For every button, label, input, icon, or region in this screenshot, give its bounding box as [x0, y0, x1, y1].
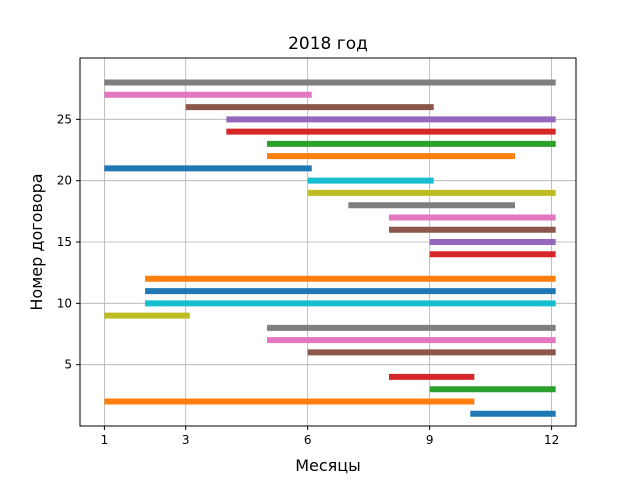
contract-bars — [104, 79, 556, 417]
y-tick-label: 20 — [57, 174, 72, 188]
y-tick-label: 15 — [57, 235, 72, 249]
x-tick-label: 12 — [544, 433, 559, 447]
y-axis-label: Номер договора — [27, 173, 46, 310]
axis-ticks: 1 3 6 9 12 5 10 15 20 25 — [57, 112, 560, 447]
x-tick-label: 9 — [426, 433, 434, 447]
x-tick-label: 1 — [101, 433, 109, 447]
y-tick-label: 10 — [57, 296, 72, 310]
y-tick-label: 25 — [57, 112, 72, 126]
x-axis-label: Месяцы — [295, 456, 361, 475]
y-tick-label: 5 — [64, 358, 72, 372]
x-tick-label: 6 — [304, 433, 312, 447]
chart-title: 2018 год — [288, 34, 368, 54]
x-tick-label: 3 — [182, 433, 190, 447]
